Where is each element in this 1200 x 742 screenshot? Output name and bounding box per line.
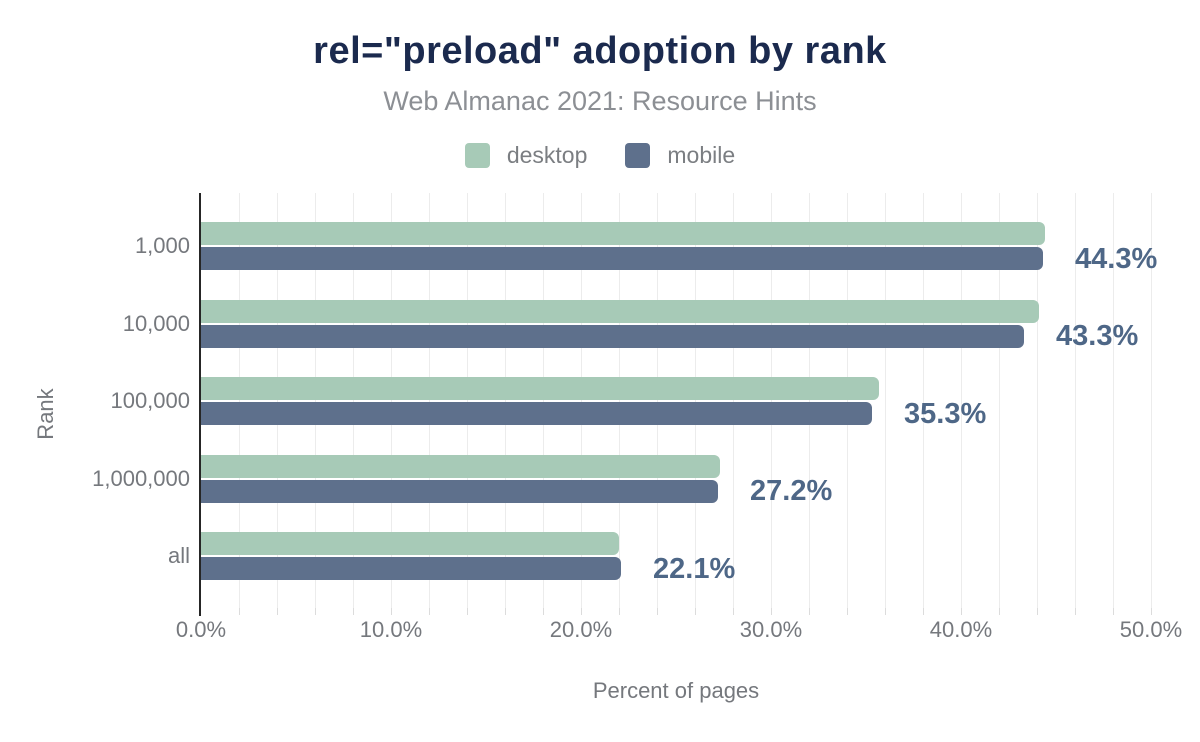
tick-mark <box>999 608 1000 615</box>
gridline <box>923 193 924 608</box>
legend-label: mobile <box>667 141 736 168</box>
mobile-bar <box>201 247 1043 270</box>
x-tick-label: 40.0% <box>929 617 993 642</box>
category-label: 1,000 <box>134 233 190 258</box>
category-label: 1,000,000 <box>92 465 190 491</box>
desktop-bar <box>201 222 1045 245</box>
y-axis-title: Rank <box>33 388 58 440</box>
tick-mark <box>1113 608 1114 615</box>
mobile-bar <box>201 557 621 580</box>
plot-area: 44.3% 43.3% 35.3% 27.2% 22.1% <box>201 193 1158 608</box>
tick-mark <box>239 608 240 615</box>
tick-mark <box>543 608 544 615</box>
legend: desktop mobile <box>0 140 1200 170</box>
gridline <box>391 193 392 608</box>
tick-mark <box>353 608 354 615</box>
gridline <box>885 193 886 608</box>
gridline <box>543 193 544 608</box>
gridline <box>961 193 962 608</box>
desktop-bar <box>201 377 879 400</box>
gridline <box>315 193 316 608</box>
chart-title: rel="preload" adoption by rank <box>313 30 887 72</box>
legend-item-mobile: mobile <box>625 142 735 169</box>
tick-mark <box>1151 608 1152 615</box>
desktop-swatch <box>464 142 490 168</box>
gridline <box>1151 193 1152 608</box>
x-tick-label: 30.0% <box>739 617 803 642</box>
category-label: 100,000 <box>110 388 190 413</box>
tick-mark <box>505 608 506 615</box>
gridline <box>429 193 430 608</box>
gridline <box>999 193 1000 608</box>
tick-mark <box>961 608 962 615</box>
tick-mark <box>315 608 316 615</box>
y-axis-line <box>199 193 201 616</box>
value-label: 22.1% <box>653 552 736 585</box>
x-tick-label: 0.0% <box>175 617 227 642</box>
tick-mark <box>391 608 392 615</box>
value-label: 44.3% <box>1075 242 1158 275</box>
gridline <box>771 193 772 608</box>
tick-mark <box>847 608 848 615</box>
tick-mark <box>619 608 620 615</box>
tick-mark <box>809 608 810 615</box>
gridline <box>239 193 240 608</box>
tick-mark <box>771 608 772 615</box>
mobile-bar <box>201 479 718 503</box>
tick-mark <box>1037 608 1038 615</box>
x-tick-label: 20.0% <box>549 617 613 642</box>
mobile-bar <box>201 324 1024 348</box>
gridline <box>695 193 696 608</box>
gridline <box>1113 193 1114 608</box>
gridline <box>619 193 620 608</box>
tick-mark <box>429 608 430 615</box>
x-tick-label: 50.0% <box>1119 617 1183 642</box>
x-axis-title: Percent of pages <box>592 678 760 703</box>
tick-mark <box>467 608 468 615</box>
gridline <box>581 193 582 608</box>
x-axis-ticks <box>199 608 1155 616</box>
tick-mark <box>277 608 278 615</box>
tick-mark <box>199 608 201 615</box>
gridline <box>1075 193 1076 608</box>
tick-mark <box>695 608 696 615</box>
chart-subtitle: Web Almanac 2021: Resource Hints <box>383 86 817 116</box>
gridline <box>353 193 354 608</box>
legend-item-desktop: desktop <box>464 141 588 169</box>
gridline <box>733 193 734 608</box>
legend-label: desktop <box>506 141 588 168</box>
gridline <box>467 193 468 608</box>
tick-mark <box>923 608 924 615</box>
gridline <box>847 193 848 608</box>
tick-mark <box>1075 608 1076 615</box>
mobile-bar <box>201 402 872 425</box>
tick-mark <box>885 608 886 615</box>
value-label: 27.2% <box>750 475 833 507</box>
gridline <box>505 193 506 608</box>
value-label: 35.3% <box>904 397 987 430</box>
gridline <box>657 193 658 608</box>
gridline <box>277 193 278 608</box>
category-label: all <box>167 543 190 568</box>
gridline <box>809 193 810 608</box>
tick-mark <box>581 608 582 615</box>
desktop-bar <box>201 454 720 478</box>
gridline <box>1037 193 1038 608</box>
x-tick-label: 10.0% <box>359 617 423 642</box>
mobile-swatch <box>625 142 651 168</box>
tick-mark <box>733 608 734 615</box>
desktop-bar <box>201 532 619 555</box>
desktop-bar <box>201 299 1039 323</box>
tick-mark <box>657 608 658 615</box>
value-label: 43.3% <box>1056 320 1139 352</box>
category-label: 10,000 <box>122 310 190 336</box>
